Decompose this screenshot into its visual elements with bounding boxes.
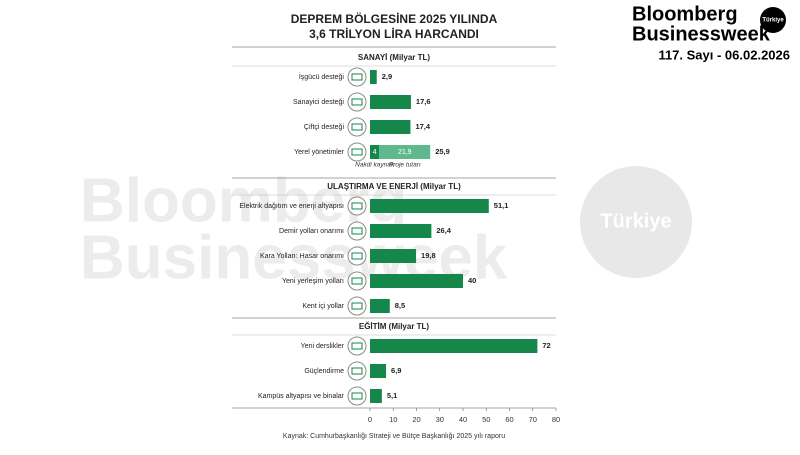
icon xyxy=(351,123,363,131)
icon xyxy=(347,246,367,266)
icon xyxy=(347,117,367,137)
value-label: 51,1 xyxy=(494,201,509,210)
bar-segment xyxy=(379,145,431,159)
segment-name: Proje tutarı xyxy=(389,162,421,169)
value-label: 2,9 xyxy=(382,72,392,81)
x-tick-label: 60 xyxy=(505,415,513,424)
bar xyxy=(370,224,432,238)
icon xyxy=(351,342,363,350)
icon xyxy=(351,73,363,81)
icon xyxy=(347,196,367,216)
category-label: Yerel yönetimler xyxy=(294,149,345,156)
icon xyxy=(347,361,367,381)
icon xyxy=(351,252,363,260)
category-label: Yeni derslikler xyxy=(301,343,345,350)
x-tick-label: 20 xyxy=(412,415,420,424)
category-label: İşgücü desteği xyxy=(299,72,345,81)
category-label: Demir yolları onarımı xyxy=(279,228,344,235)
category-label: Kampüs altyapısı ve binalar xyxy=(258,393,345,400)
brand-badge: Türkiye xyxy=(762,18,784,24)
icon xyxy=(351,98,363,106)
icon xyxy=(347,336,367,356)
source: Kaynak: Cumhurbaşkanlığı Strateji ve Büt… xyxy=(283,433,505,440)
brand-name: Businessweek xyxy=(632,23,771,45)
icon xyxy=(347,386,367,406)
x-tick-label: 70 xyxy=(529,415,537,424)
total-label: 25,9 xyxy=(435,147,450,156)
segment-name: Nakdi kaynak xyxy=(355,162,395,169)
section-title: ULAŞTIRMA VE ENERJİ (Milyar TL) xyxy=(327,182,461,191)
bar xyxy=(370,274,463,288)
brand-name: Bloomberg xyxy=(632,3,738,25)
section-title: SANAYİ (Milyar TL) xyxy=(358,53,430,62)
category-label: Kara Yolları: Hasar onarımı xyxy=(260,253,344,260)
bar xyxy=(370,389,382,403)
section-title: EĞİTİM (Milyar TL) xyxy=(359,322,430,331)
icon xyxy=(347,221,367,241)
issue: 117. Sayı - 06.02.2026 xyxy=(658,47,790,62)
icon xyxy=(347,296,367,316)
category-label: Elektrik dağıtım ve enerji altyapısı xyxy=(239,203,344,210)
watermark-badge: Türkiye xyxy=(600,210,671,232)
bar xyxy=(370,299,390,313)
icon xyxy=(347,92,367,112)
chart-title: 3,6 TRİLYON LİRA HARCANDI xyxy=(309,26,479,41)
brand-badge-circle xyxy=(760,7,786,33)
value-label: 26,4 xyxy=(436,226,451,235)
category-label: Güçlendirme xyxy=(304,368,344,375)
segment-label: 4 xyxy=(373,149,377,156)
icon xyxy=(351,367,363,375)
watermark-circle xyxy=(580,166,692,278)
category-label: Kent içi yollar xyxy=(302,303,344,310)
icon xyxy=(351,302,363,310)
icon xyxy=(351,227,363,235)
value-label: 6,9 xyxy=(391,366,401,375)
value-label: 19,8 xyxy=(421,251,436,260)
value-label: 5,1 xyxy=(387,391,397,400)
category-label: Yeni yerleşim yolları xyxy=(282,278,344,285)
value-label: 8,5 xyxy=(395,301,405,310)
chart-title: DEPREM BÖLGESİNE 2025 YILINDA xyxy=(291,11,498,26)
value-label: 72 xyxy=(542,341,550,350)
icon xyxy=(351,202,363,210)
x-tick-label: 10 xyxy=(389,415,397,424)
category-label: Çiftçi desteği xyxy=(304,124,345,131)
value-label: 40 xyxy=(468,276,476,285)
bar xyxy=(370,249,417,263)
icon xyxy=(351,392,363,400)
x-tick-label: 0 xyxy=(368,415,372,424)
icon xyxy=(351,277,363,285)
bar xyxy=(370,70,377,84)
bar xyxy=(370,95,411,109)
value-label: 17,4 xyxy=(415,122,430,131)
category-label: Sanayici desteği xyxy=(293,99,344,106)
x-tick-label: 50 xyxy=(482,415,490,424)
bar xyxy=(370,339,538,353)
value-label: 17,6 xyxy=(416,97,431,106)
x-tick-label: 30 xyxy=(436,415,444,424)
icon xyxy=(351,148,363,156)
bar-segment xyxy=(370,145,380,159)
bar xyxy=(370,120,411,134)
icon xyxy=(347,67,367,87)
icon xyxy=(347,142,367,162)
bar xyxy=(370,199,489,213)
icon xyxy=(347,271,367,291)
x-tick-label: 40 xyxy=(459,415,467,424)
x-tick-label: 80 xyxy=(552,415,560,424)
bar xyxy=(370,364,387,378)
segment-label: 21,9 xyxy=(398,149,412,156)
